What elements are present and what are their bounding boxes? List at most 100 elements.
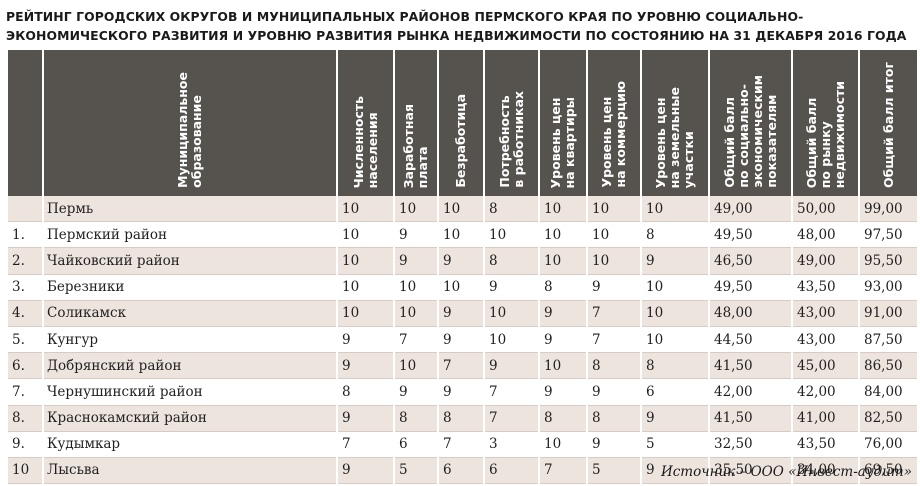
score-cell: 9 [439, 326, 483, 354]
rank-cell: 4. [8, 300, 42, 327]
score-cell: 10 [540, 248, 586, 275]
score-cell: 5 [642, 431, 708, 458]
score-cell: 43,50 [793, 274, 858, 301]
rating-table: Муниципальное образование Численность нас… [6, 50, 919, 485]
score-cell: 8 [540, 405, 586, 432]
column-header: Заработная плата [395, 50, 437, 196]
column-header: Общий балл по рынку недвижимости [793, 50, 858, 196]
score-cell: 34,00 [793, 457, 858, 485]
score-cell: 3 [485, 431, 538, 458]
score-cell: 7 [439, 431, 483, 458]
rank-cell: 3. [8, 274, 42, 301]
score-cell: 9 [395, 248, 437, 275]
score-cell: 9 [642, 248, 708, 275]
score-cell: 69,50 [860, 457, 917, 485]
score-cell: 9 [338, 457, 393, 485]
score-cell: 7 [588, 300, 640, 327]
score-cell: 9 [588, 431, 640, 458]
column-header-label: Общий балл итог [880, 62, 896, 188]
score-cell: 87,50 [860, 326, 917, 354]
score-cell: 48,00 [710, 300, 791, 327]
column-header: Общий балл итог [860, 50, 917, 196]
score-cell: 93,00 [860, 274, 917, 301]
rank-cell [8, 196, 42, 223]
score-cell: 8 [485, 196, 538, 223]
score-cell: 9 [540, 326, 586, 354]
table-row: 2. Чайковский район 10 9 9 8 10 10 9 46,50 49,00 95… [8, 248, 917, 275]
table-row: 10 Лысьва 9 5 6 6 7 5 9 35,50 34,00 69,50 [8, 457, 917, 485]
score-cell: 8 [439, 405, 483, 432]
score-cell: 10 [540, 431, 586, 458]
score-cell: 9 [588, 379, 640, 406]
table-row: 3. Березники 10 10 10 9 8 9 10 49,50 43,50 93,00 [8, 274, 917, 301]
municipality-cell: Чайковский район [44, 248, 336, 275]
score-cell: 43,00 [793, 326, 858, 354]
municipality-cell: Пермь [44, 196, 336, 223]
score-cell: 9 [395, 379, 437, 406]
table-row: 5. Кунгур 9 7 9 10 9 7 10 44,50 43,00 87,50 [8, 326, 917, 354]
column-header: Общий балл по социально- экономическим п… [710, 50, 791, 196]
score-cell: 6 [395, 431, 437, 458]
rank-cell: 7. [8, 379, 42, 406]
score-cell: 49,50 [710, 274, 791, 301]
score-cell: 8 [588, 405, 640, 432]
score-cell: 10 [485, 222, 538, 249]
column-header: Численность населения [338, 50, 393, 196]
score-cell: 6 [485, 457, 538, 485]
score-cell: 7 [540, 457, 586, 485]
rank-cell: 6. [8, 353, 42, 380]
score-cell: 7 [395, 326, 437, 354]
score-cell: 41,50 [710, 405, 791, 432]
score-cell: 91,00 [860, 300, 917, 327]
score-cell: 9 [540, 379, 586, 406]
score-cell: 50,00 [793, 196, 858, 223]
municipality-cell: Лысьва [44, 457, 336, 485]
score-cell: 10 [540, 196, 586, 223]
score-cell: 84,00 [860, 379, 917, 406]
score-cell: 10 [642, 300, 708, 327]
score-cell: 10 [439, 222, 483, 249]
score-cell: 8 [642, 222, 708, 249]
score-cell: 8 [642, 353, 708, 380]
score-cell: 76,00 [860, 431, 917, 458]
score-cell: 8 [338, 379, 393, 406]
column-header [8, 50, 42, 196]
score-cell: 10 [540, 353, 586, 380]
table-row: 1. Пермский район 10 9 10 10 10 10 8 49,50 48,00 97… [8, 222, 917, 249]
score-cell: 35,50 [710, 457, 791, 485]
column-header-label: Потребность в работниках [496, 91, 526, 188]
table-row: 4. Соликамск 10 10 9 10 9 7 10 48,00 43,00 91,00 [8, 300, 917, 327]
score-cell: 10 [338, 196, 393, 223]
score-cell: 10 [485, 326, 538, 354]
column-header-label: Заработная плата [401, 103, 430, 188]
rank-cell: 8. [8, 405, 42, 432]
score-cell: 6 [439, 457, 483, 485]
score-cell: 10 [642, 196, 708, 223]
score-cell: 43,50 [793, 431, 858, 458]
score-cell: 10 [395, 274, 437, 301]
score-cell: 8 [588, 353, 640, 380]
score-cell: 10 [540, 222, 586, 249]
score-cell: 45,00 [793, 353, 858, 380]
rank-cell: 9. [8, 431, 42, 458]
score-cell: 8 [540, 274, 586, 301]
column-header: Уровень цен на коммерцию [588, 50, 640, 196]
score-cell: 9 [395, 222, 437, 249]
municipality-cell: Кунгур [44, 326, 336, 354]
column-header-label: Общий балл по рынку недвижимости [803, 80, 847, 188]
score-cell: 10 [485, 300, 538, 327]
column-header-label: Уровень цен на коммерцию [599, 81, 628, 188]
score-cell: 10 [439, 274, 483, 301]
score-cell: 9 [439, 379, 483, 406]
score-cell: 10 [588, 222, 640, 249]
score-cell: 10 [395, 196, 437, 223]
score-cell: 7 [485, 405, 538, 432]
column-header: Уровень цен на земельные участки [642, 50, 708, 196]
score-cell: 10 [642, 326, 708, 354]
rank-cell: 1. [8, 222, 42, 249]
score-cell: 46,50 [710, 248, 791, 275]
column-header-label: Общий балл по социально- экономическим п… [721, 75, 779, 188]
score-cell: 10 [395, 353, 437, 380]
column-header-label: Безработица [453, 94, 468, 188]
source-note: Источник – ООО «Инвест-аудит» [660, 464, 912, 480]
